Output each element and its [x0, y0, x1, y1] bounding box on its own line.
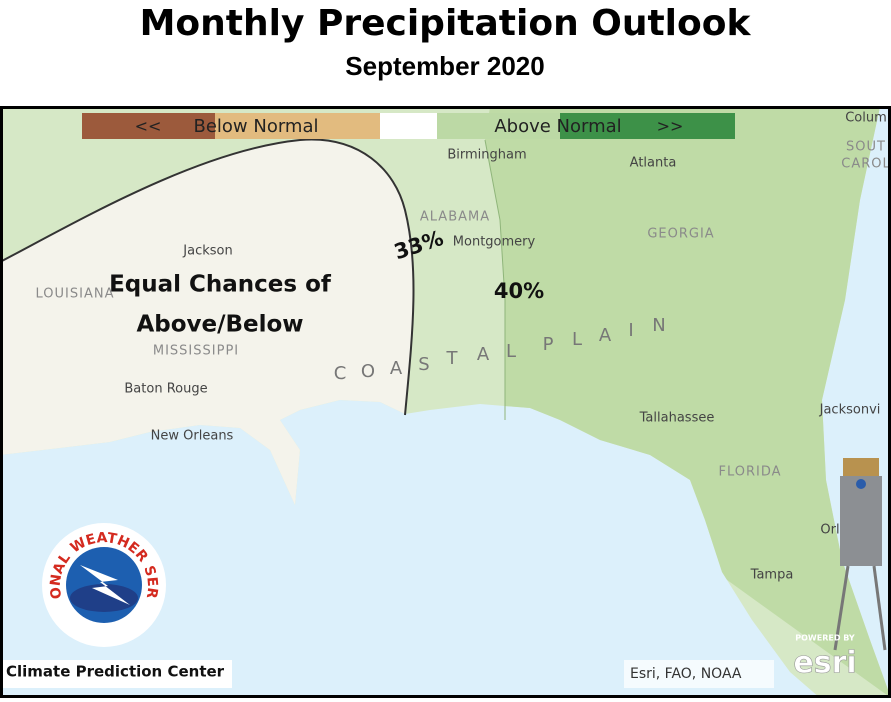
- region-letter: A: [599, 325, 612, 346]
- powered-by: POWERED BY: [795, 634, 855, 643]
- place-label: Jackson: [182, 244, 232, 259]
- title: Monthly Precipitation Outlook: [140, 3, 752, 44]
- subtitle: September 2020: [345, 51, 544, 81]
- region-letter: S: [418, 354, 429, 375]
- credit: Climate Prediction Center: [6, 663, 225, 681]
- logo-cloud: [70, 584, 138, 612]
- esri-logo: esri: [793, 646, 856, 681]
- region-letter: C: [334, 363, 347, 384]
- outlook-boundary: [0, 138, 415, 416]
- place-label: Birmingham: [447, 148, 526, 163]
- legend-left-arrows: <<: [135, 117, 162, 136]
- region-letter: I: [628, 320, 633, 341]
- place-labels: Birmingham Atlanta ALABAMA Montgomery GEORGI…: [36, 111, 890, 583]
- place-label: FLORIDA: [718, 465, 781, 480]
- gauge-body: [840, 476, 882, 566]
- place-label: GEORGIA: [647, 227, 714, 242]
- gauge-leg: [833, 565, 850, 651]
- legend-above-weak: [437, 113, 560, 139]
- region-letter: T: [446, 348, 459, 369]
- place-label: Atlanta: [630, 156, 677, 171]
- legend-normal: [380, 113, 437, 139]
- region-letter: N: [652, 315, 665, 336]
- gauge-leg: [872, 565, 887, 651]
- pct-40-label: 40%: [494, 279, 544, 303]
- place-label: Tallahassee: [639, 411, 715, 426]
- logo-bolt: [80, 565, 130, 605]
- attribution-box: [624, 660, 774, 688]
- legend-below-weak: [215, 113, 380, 139]
- place-label: Tampa: [750, 568, 794, 583]
- place-label: SOUT: [846, 140, 886, 155]
- gauge-badge: [856, 479, 866, 489]
- place-label: Orl: [820, 523, 839, 538]
- rain-gauge: [833, 458, 887, 651]
- region-letter: L: [572, 329, 582, 350]
- place-label: Baton Rouge: [124, 382, 207, 397]
- region-letter: P: [543, 334, 554, 355]
- place-label: ALABAMA: [420, 210, 490, 225]
- region-letter: A: [477, 344, 490, 365]
- place-label: CAROL: [841, 157, 890, 172]
- gauge-top: [843, 458, 879, 476]
- legend-below-label: Below Normal: [193, 116, 318, 137]
- place-label: Montgomery: [453, 235, 536, 250]
- equal-chances-line1: Equal Chances of: [109, 272, 332, 298]
- legend-above-strong: [560, 113, 735, 139]
- place-label: LOUISIANA: [36, 287, 115, 302]
- legend-above-label: Above Normal: [494, 116, 621, 137]
- outlook-boundary-40: [484, 139, 506, 420]
- legend-right-arrows: >>: [657, 117, 684, 136]
- legend-below-strong: [82, 113, 215, 139]
- above-40-region: [485, 107, 891, 698]
- place-label: Jacksonvi: [819, 403, 881, 418]
- credit-box: [2, 660, 232, 688]
- region-letter: A: [390, 358, 403, 379]
- region-letter: L: [506, 341, 516, 362]
- region-letter: O: [361, 361, 375, 382]
- equal-chances-line2: Above/Below: [136, 312, 303, 338]
- place-label: New Orleans: [151, 429, 234, 444]
- map-frame: [0, 106, 891, 698]
- place-label: MISSISSIPPI: [153, 344, 239, 359]
- attribution: Esri, FAO, NOAA: [630, 666, 742, 682]
- place-label: Colum: [845, 111, 887, 126]
